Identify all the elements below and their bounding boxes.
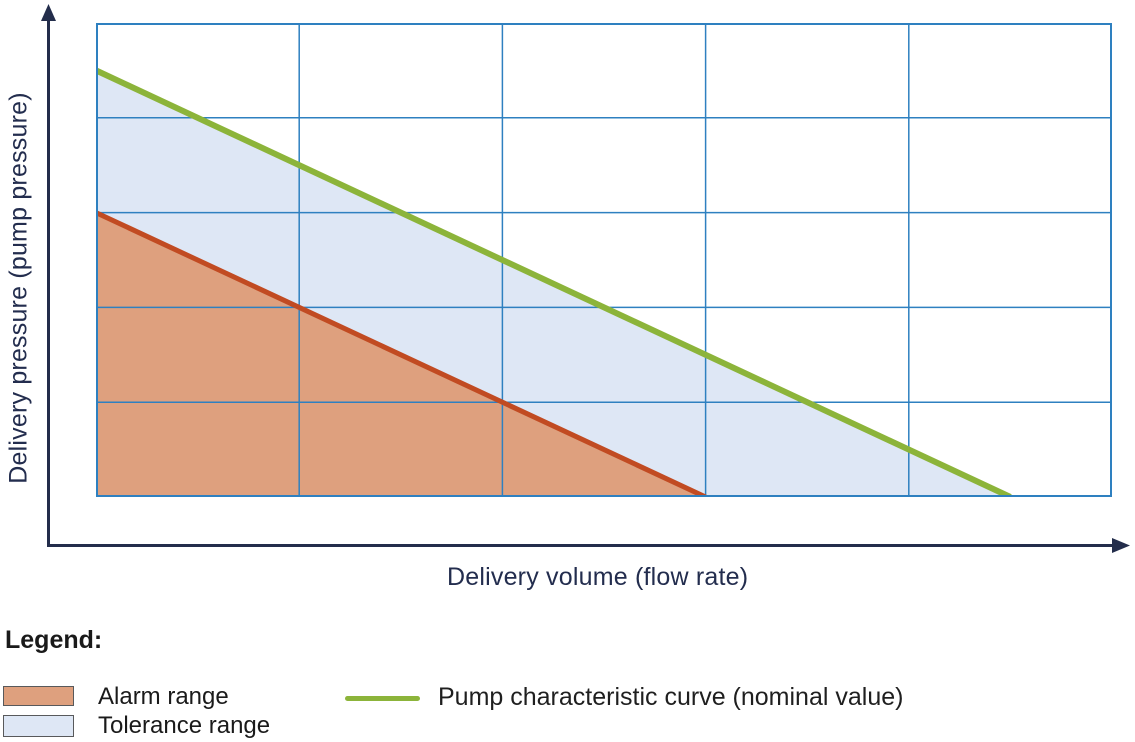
legend-title: Legend: xyxy=(5,626,103,654)
x-axis-arrowhead-icon xyxy=(1112,538,1130,553)
nominal-curve-label: Pump characteristic curve (nominal value… xyxy=(438,683,904,711)
alarm-range-boundary-curve xyxy=(96,210,707,497)
x-axis-label: Delivery volume (flow rate) xyxy=(447,563,749,591)
tolerance-range-label: Tolerance range xyxy=(98,712,271,739)
alarm-range-label: Alarm range xyxy=(98,683,229,710)
y-axis-label: Delivery pressure (pump pressure) xyxy=(4,92,33,484)
y-axis-arrowhead-icon xyxy=(41,4,56,21)
plot-area xyxy=(96,23,1112,497)
nominal-curve-line-sample xyxy=(345,696,420,701)
alarm-range-swatch xyxy=(3,686,74,706)
pump-characteristic-curve-nominal-value--curve xyxy=(96,67,1012,497)
plot-border xyxy=(96,23,1112,497)
tolerance-range-swatch xyxy=(3,715,74,737)
